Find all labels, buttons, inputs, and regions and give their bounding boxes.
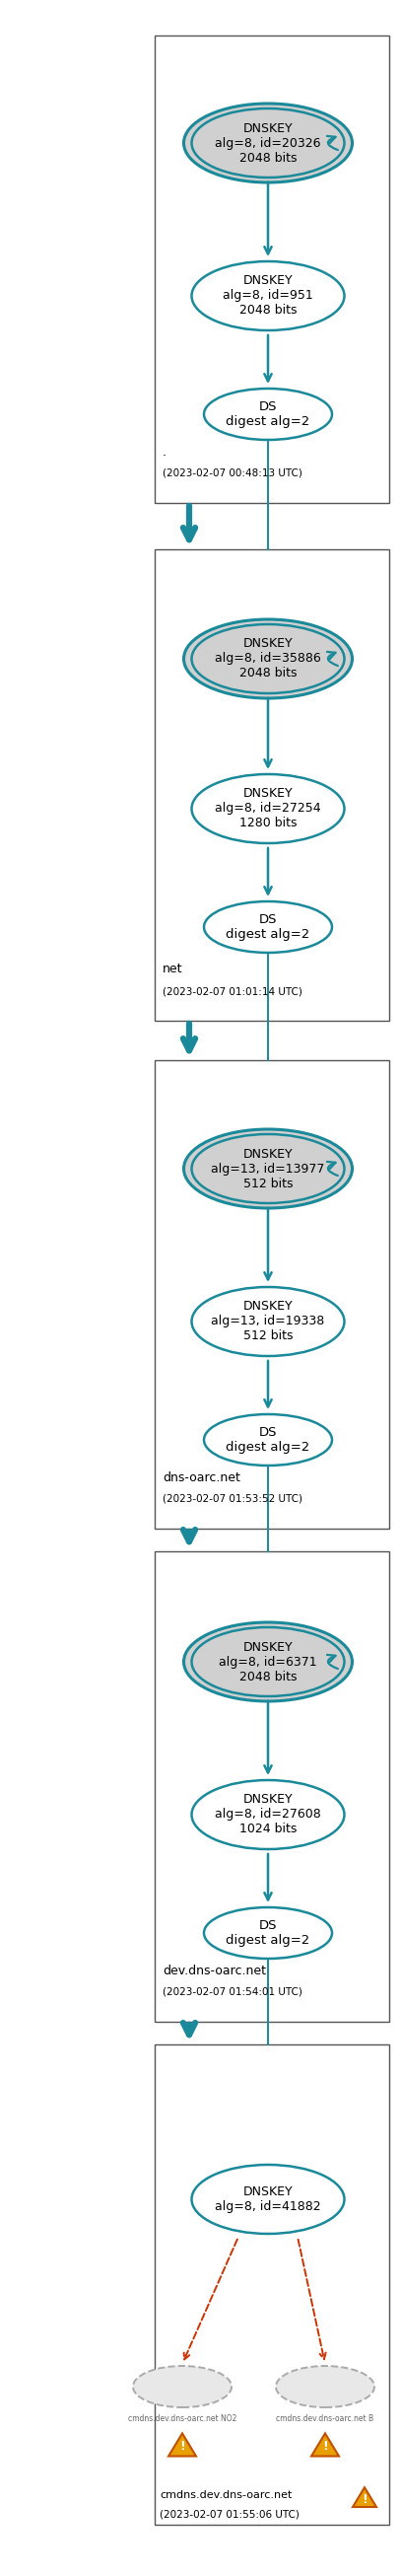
Text: DNSKEY
alg=8, id=951
2048 bits: DNSKEY alg=8, id=951 2048 bits: [223, 276, 313, 317]
Text: dev.dns-oarc.net: dev.dns-oarc.net: [162, 1963, 266, 1976]
Text: (2023-02-07 01:55:06 UTC): (2023-02-07 01:55:06 UTC): [160, 2509, 300, 2519]
Text: DNSKEY
alg=8, id=27254
1280 bits: DNSKEY alg=8, id=27254 1280 bits: [215, 788, 321, 829]
Text: !: !: [179, 2439, 185, 2452]
Text: DNSKEY
alg=8, id=41882: DNSKEY alg=8, id=41882: [215, 2184, 321, 2213]
Ellipse shape: [192, 260, 344, 330]
Text: (2023-02-07 01:54:01 UTC): (2023-02-07 01:54:01 UTC): [162, 1986, 302, 1996]
Ellipse shape: [133, 2365, 231, 2409]
Text: DS
digest alg=2: DS digest alg=2: [226, 1919, 310, 1947]
Ellipse shape: [204, 1906, 332, 1958]
Ellipse shape: [184, 1128, 352, 1208]
Text: cmdns.dev.dns-oarc.net B: cmdns.dev.dns-oarc.net B: [276, 2414, 374, 2424]
Bar: [155, 2045, 389, 2524]
Text: cmdns.dev.dns-oarc.net: cmdns.dev.dns-oarc.net: [160, 2491, 292, 2501]
Text: (2023-02-07 00:48:13 UTC): (2023-02-07 00:48:13 UTC): [162, 469, 302, 479]
Text: DS
digest alg=2: DS digest alg=2: [226, 399, 310, 428]
Text: DNSKEY
alg=8, id=6371
2048 bits: DNSKEY alg=8, id=6371 2048 bits: [219, 1641, 317, 1682]
Bar: [155, 549, 389, 1020]
Text: DS
digest alg=2: DS digest alg=2: [226, 914, 310, 940]
Text: !: !: [362, 2494, 367, 2506]
Polygon shape: [353, 2488, 377, 2506]
Text: DNSKEY
alg=8, id=35886
2048 bits: DNSKEY alg=8, id=35886 2048 bits: [215, 639, 321, 680]
Ellipse shape: [192, 1628, 344, 1695]
Ellipse shape: [184, 1623, 352, 1700]
Text: cmdns.dev.dns-oarc.net NO2: cmdns.dev.dns-oarc.net NO2: [128, 2414, 237, 2424]
Bar: [155, 36, 389, 502]
Ellipse shape: [204, 1414, 332, 1466]
Text: !: !: [322, 2439, 328, 2452]
Ellipse shape: [192, 1780, 344, 1850]
Bar: [155, 1061, 389, 1528]
Text: DNSKEY
alg=13, id=13977
512 bits: DNSKEY alg=13, id=13977 512 bits: [211, 1146, 325, 1190]
Text: DS
digest alg=2: DS digest alg=2: [226, 1427, 310, 1453]
Text: DNSKEY
alg=13, id=19338
512 bits: DNSKEY alg=13, id=19338 512 bits: [211, 1301, 325, 1342]
Ellipse shape: [192, 623, 344, 693]
Ellipse shape: [276, 2365, 375, 2409]
Ellipse shape: [192, 1133, 344, 1203]
Ellipse shape: [192, 1288, 344, 1355]
Text: net: net: [162, 963, 183, 976]
Ellipse shape: [192, 2164, 344, 2233]
Polygon shape: [168, 2434, 196, 2455]
Ellipse shape: [184, 618, 352, 698]
Text: DNSKEY
alg=8, id=20326
2048 bits: DNSKEY alg=8, id=20326 2048 bits: [215, 121, 321, 165]
Ellipse shape: [204, 902, 332, 953]
Ellipse shape: [192, 108, 344, 178]
Ellipse shape: [204, 389, 332, 440]
Text: DNSKEY
alg=8, id=27608
1024 bits: DNSKEY alg=8, id=27608 1024 bits: [215, 1793, 321, 1837]
Text: (2023-02-07 01:01:14 UTC): (2023-02-07 01:01:14 UTC): [162, 987, 302, 997]
Text: .: .: [162, 446, 166, 459]
Ellipse shape: [192, 775, 344, 842]
Ellipse shape: [184, 103, 352, 183]
Text: (2023-02-07 01:53:52 UTC): (2023-02-07 01:53:52 UTC): [162, 1494, 302, 1504]
Text: dns-oarc.net: dns-oarc.net: [162, 1471, 240, 1484]
Polygon shape: [311, 2434, 339, 2455]
Bar: [155, 1551, 389, 2022]
